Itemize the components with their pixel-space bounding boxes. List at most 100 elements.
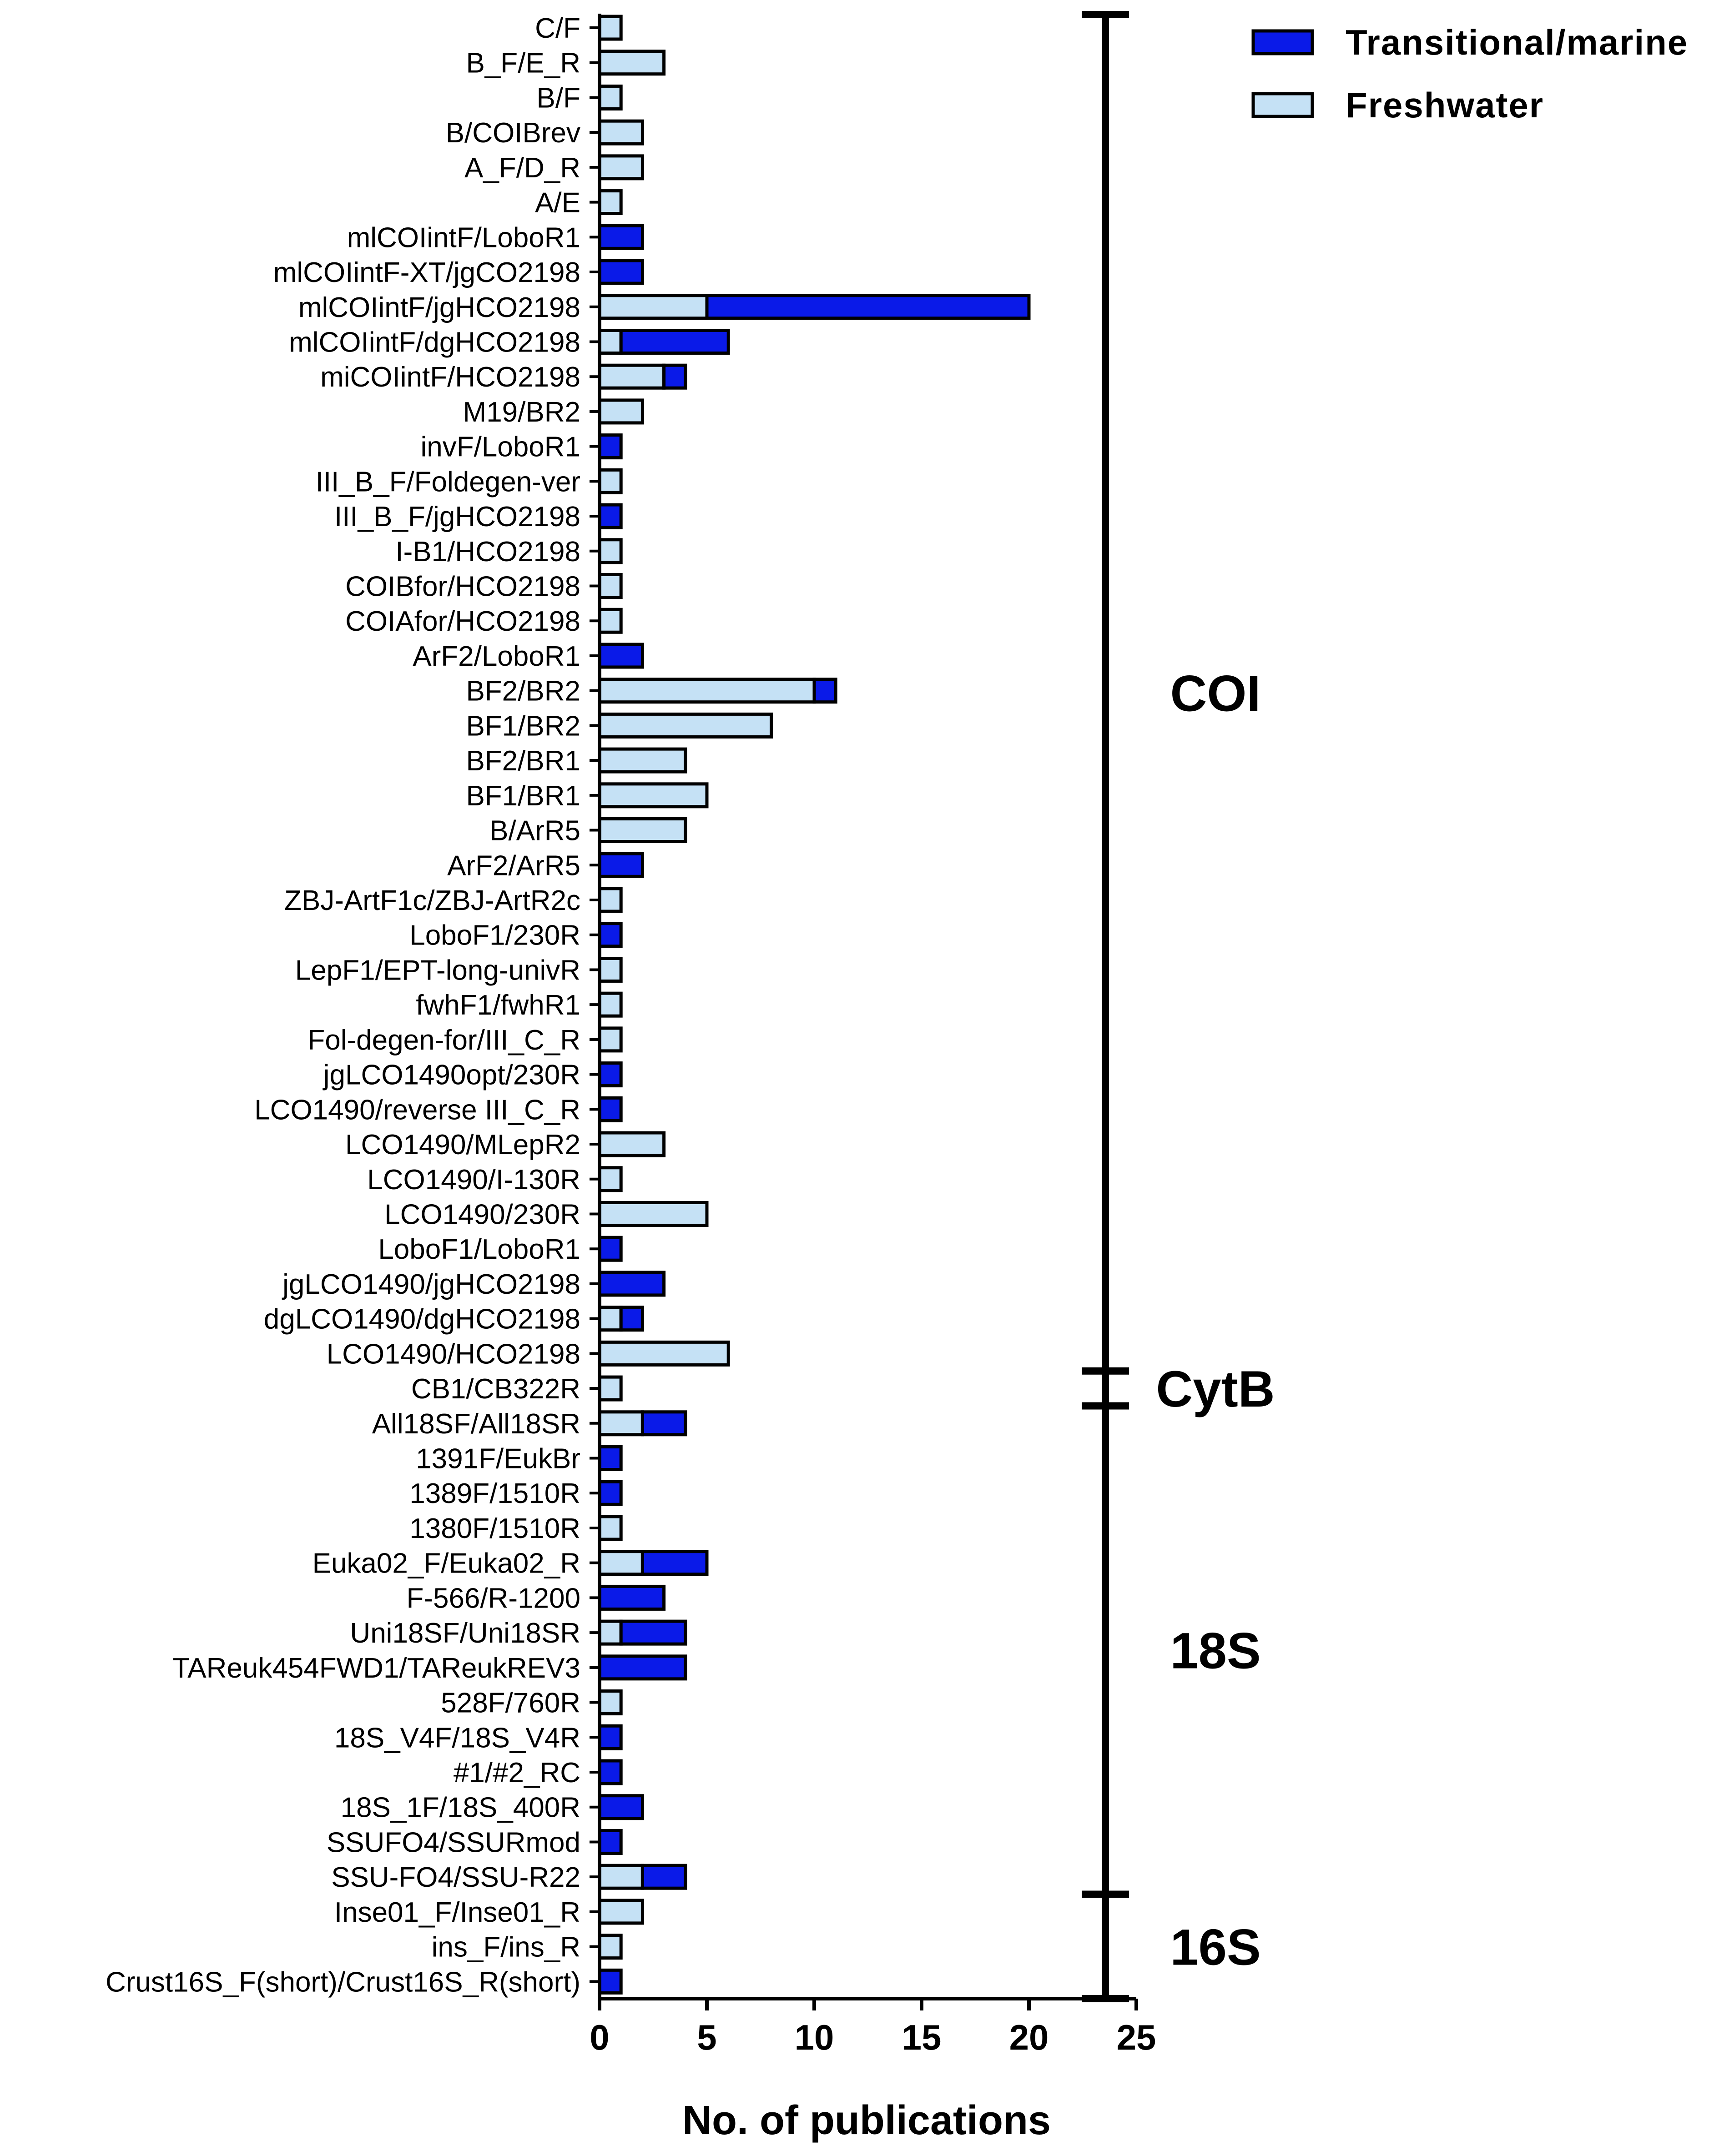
bar-freshwater: [598, 573, 623, 599]
category-label: BF1/BR1: [466, 780, 580, 812]
category-label: LCO1490/reverse III_C_R: [254, 1094, 580, 1126]
category-label: III_B_F/jgHCO2198: [334, 501, 580, 533]
legend-label: Freshwater: [1346, 85, 1544, 125]
bar-freshwater: [598, 15, 623, 41]
category-label: COIBfor/HCO2198: [345, 571, 580, 603]
bar-transitional-marine: [598, 1584, 666, 1611]
category-label: ins_F/ins_R: [432, 1932, 580, 1963]
bar-transitional-marine: [598, 643, 644, 669]
bar-transitional-marine: [619, 328, 730, 355]
category-label: TAReuk454FWD1/TAReukREV3: [172, 1653, 580, 1684]
bar-transitional-marine: [619, 1619, 687, 1646]
bar-freshwater: [598, 1375, 623, 1402]
bar-freshwater: [598, 1899, 644, 1925]
bar-freshwater: [598, 678, 816, 704]
bar-transitional-marine: [598, 1480, 623, 1506]
bar-freshwater: [598, 468, 623, 494]
category-label: B/COIBrev: [446, 117, 580, 149]
category-label: LCO1490/MLepR2: [345, 1129, 580, 1161]
category-label: LCO1490/I-130R: [367, 1164, 580, 1196]
bar-transitional-marine: [598, 1654, 687, 1681]
x-axis: 0 5 10 15 20 25: [590, 1997, 1156, 2057]
category-label: LCO1490/230R: [384, 1199, 580, 1230]
x-tick-label: 0: [590, 2017, 609, 2057]
bar-transitional-marine: [640, 1410, 687, 1437]
category-label: miCOIintF/HCO2198: [320, 362, 580, 393]
category-label: All18SF/All18SR: [372, 1408, 580, 1440]
bar-transitional-marine: [598, 503, 623, 529]
category-label: Inse01_F/Inse01_R: [334, 1897, 580, 1928]
bar-freshwater: [598, 1689, 623, 1716]
legend-swatch: [1251, 29, 1314, 55]
bar-freshwater: [598, 1201, 709, 1227]
bar-transitional-marine: [705, 294, 1031, 320]
bar-freshwater: [598, 294, 709, 320]
bar-freshwater: [598, 956, 623, 983]
bar-freshwater: [598, 817, 687, 844]
bar-transitional-marine: [598, 852, 644, 878]
category-label: LoboF1/230R: [409, 920, 580, 951]
category-label: ArF2/LoboR1: [413, 641, 580, 672]
bar-transitional-marine: [598, 1271, 666, 1297]
bar-freshwater: [598, 50, 666, 76]
category-label: A_F/D_R: [464, 152, 580, 184]
category-label: III_B_F/Foldegen-ver: [316, 466, 580, 498]
category-label: C/F: [535, 13, 580, 44]
bar-freshwater: [598, 1166, 623, 1192]
category-label: mlCOIintF/dgHCO2198: [289, 327, 580, 358]
x-tick-label: 15: [902, 2017, 942, 2057]
bar-freshwater: [598, 1515, 623, 1541]
bar-freshwater: [598, 154, 644, 181]
bar-transitional-marine: [598, 1445, 623, 1472]
legend-label: Transitional/marine: [1346, 22, 1688, 62]
category-label: mlCOIintF/jgHCO2198: [298, 292, 580, 323]
category-label: B/F: [537, 82, 580, 114]
category-labels: C/FB_F/E_RB/FB/COIBrevA_F/D_RA/EmlCOIint…: [106, 13, 580, 1998]
category-label: B/ArR5: [489, 815, 580, 847]
x-tick-label: 25: [1117, 2017, 1156, 2057]
category-label: COIAfor/HCO2198: [345, 606, 580, 637]
category-label: Uni18SF/Uni18SR: [350, 1618, 580, 1649]
bar-freshwater: [598, 1864, 644, 1890]
bar-freshwater: [598, 887, 623, 913]
bar-transitional-marine: [619, 1306, 644, 1332]
bar-freshwater: [598, 119, 644, 146]
bar-freshwater: [598, 1410, 644, 1437]
category-label: Crust16S_F(short)/Crust16S_R(short): [106, 1966, 580, 1998]
legend: Transitional/marine Freshwater: [1251, 22, 1688, 125]
bar-freshwater: [598, 991, 623, 1018]
bar-freshwater: [598, 363, 666, 390]
bar-freshwater: [598, 1306, 623, 1332]
y-axis: [590, 14, 601, 1999]
group-label: 16S: [1170, 1919, 1260, 1975]
category-label: BF2/BR1: [466, 745, 580, 777]
legend-swatch: [1251, 92, 1314, 118]
category-label: mlCOIintF/LoboR1: [347, 222, 580, 253]
bar-freshwater: [598, 1550, 644, 1576]
category-label: B_F/E_R: [466, 48, 580, 79]
bar-transitional-marine: [598, 1829, 623, 1855]
category-label: F-566/R-1200: [406, 1583, 580, 1614]
category-label: ZBJ-ArtF1c/ZBJ-ArtR2c: [284, 885, 580, 916]
bar-freshwater: [598, 84, 623, 111]
bar-freshwater: [598, 1934, 623, 1960]
bar-transitional-marine: [640, 1864, 687, 1890]
bar-freshwater: [598, 1026, 623, 1053]
category-label: ArF2/ArR5: [447, 850, 580, 881]
bar-transitional-marine: [598, 922, 623, 948]
category-label: I-B1/HCO2198: [395, 536, 580, 568]
bar-freshwater: [598, 1131, 666, 1157]
x-tick-label: 10: [795, 2017, 834, 2057]
bar-transitional-marine: [598, 1236, 623, 1262]
bar-transitional-marine: [598, 1968, 623, 1995]
bar-transitional-marine: [598, 1794, 644, 1820]
bar-freshwater: [598, 782, 709, 809]
bar-freshwater: [598, 608, 623, 634]
bar-transitional-marine: [812, 678, 837, 704]
group-label: COI: [1170, 665, 1260, 722]
bar-transitional-marine: [598, 1096, 623, 1122]
bar-freshwater: [598, 398, 644, 425]
category-label: fwhF1/fwhR1: [416, 990, 580, 1021]
category-label: LepF1/EPT-long-univR: [295, 955, 580, 986]
